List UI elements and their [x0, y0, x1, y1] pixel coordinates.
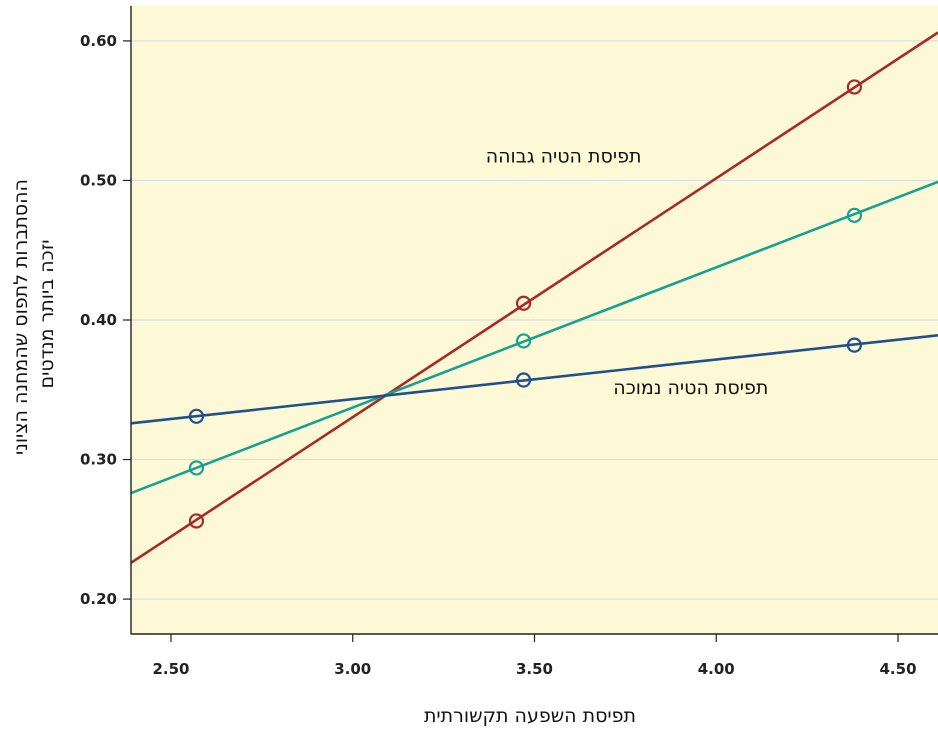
- series-line-low: [130, 334, 938, 425]
- y-axis-title: ההסתברות לתפוס שהמחנה הציוני יזכה ביותר …: [10, 173, 58, 455]
- gridlines: [131, 40, 938, 600]
- series-line-mid: [130, 180, 938, 495]
- annotation-1: תפיסת הטיה נמוכה: [613, 377, 768, 399]
- marker-high-1: [515, 295, 532, 311]
- y-tick-labels: 0.20 0.30 0.40 0.50 0.60: [80, 32, 131, 608]
- marker-low-2: [846, 337, 862, 353]
- x-tick-label-1: 3.00: [334, 660, 371, 678]
- y-axis-title-line-1: ההסתברות לתפוס שהמחנה הציוני: [10, 179, 32, 455]
- x-tick-label-4: 4.50: [880, 660, 917, 678]
- marker-high-2: [846, 79, 862, 95]
- y-axis-title-line-2: יזכה ביותר מנדטים: [36, 239, 58, 388]
- y-tick-label-1: 0.30: [80, 451, 117, 469]
- y-tick-label-0: 0.20: [80, 590, 117, 608]
- marker-mid-1: [515, 333, 532, 349]
- marker-low-1: [515, 372, 532, 388]
- x-axis-title: תפיסת השפעה תקשורתית: [424, 705, 636, 727]
- series-line-high: [130, 31, 938, 564]
- x-tick-label-2: 3.50: [516, 660, 553, 678]
- series-annotations: תפיסת הטיה גבוהה תפיסת הטיה נמוכה: [486, 145, 769, 399]
- marker-high-0: [188, 513, 205, 529]
- y-tick-label-4: 0.60: [80, 32, 117, 50]
- series-lines: [130, 31, 938, 564]
- annotation-0: תפיסת הטיה גבוהה: [486, 145, 642, 167]
- marker-low-0: [188, 408, 205, 424]
- y-tick-label-2: 0.40: [80, 311, 117, 329]
- series-markers: [188, 79, 862, 529]
- x-tick-labels: 2.50 3.00 3.50 4.00 4.50: [152, 634, 917, 678]
- marker-mid-2: [846, 207, 862, 223]
- marker-mid-0: [188, 460, 205, 476]
- y-tick-label-3: 0.50: [80, 171, 117, 189]
- x-tick-label-3: 4.00: [698, 660, 735, 678]
- x-tick-label-0: 2.50: [152, 660, 189, 678]
